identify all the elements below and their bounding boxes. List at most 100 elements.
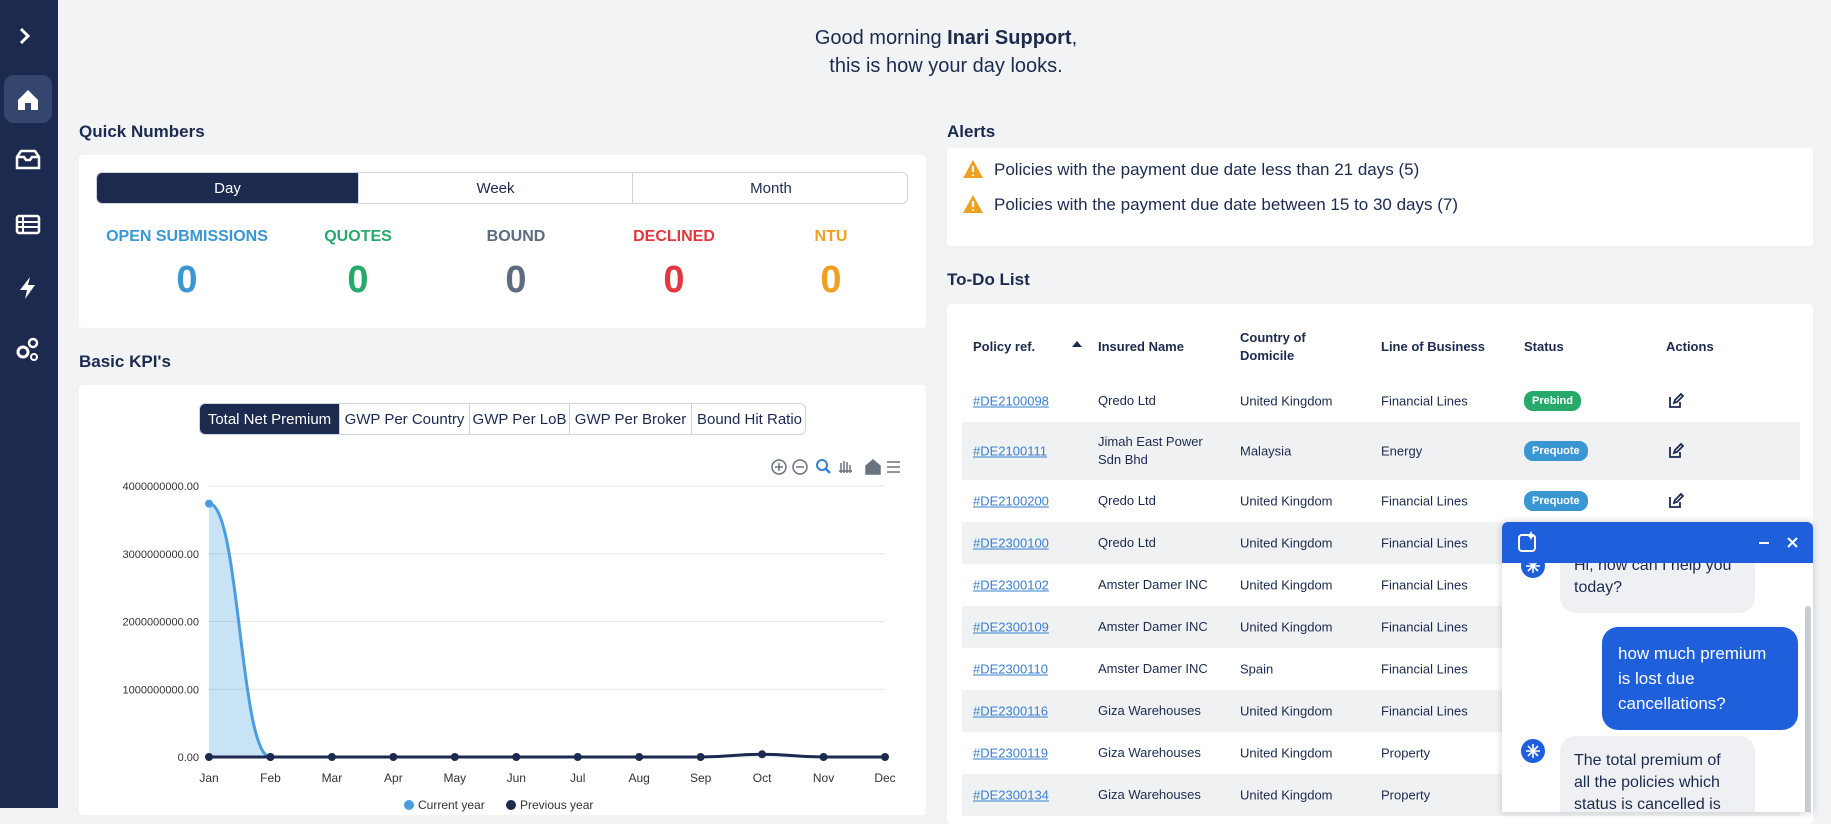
policy-link[interactable]: #DE2300119: [973, 745, 1048, 761]
x-tick-label: Jul: [570, 771, 585, 785]
table-cell: Spain: [1240, 661, 1274, 677]
policy-link[interactable]: #DE2300116: [973, 703, 1048, 719]
column-header: Actions: [1666, 339, 1714, 354]
greeting-prefix: Good morning: [814, 27, 942, 49]
table-cell: United Kingdom: [1240, 703, 1333, 719]
greeting: Good morning Inari Support, this is how …: [58, 24, 1831, 80]
kpi-tab[interactable]: Total Net Premium: [200, 404, 339, 434]
avatar-mark: [1526, 744, 1540, 758]
series-line: [208, 502, 272, 759]
kpi-tab[interactable]: Bound Hit Ratio: [691, 404, 805, 434]
alerts-card: Policies with the payment due date less …: [947, 148, 1813, 246]
stat-label: BOUND: [486, 228, 546, 245]
data-point: [881, 753, 889, 761]
data-point: [205, 753, 213, 761]
section-title: Quick Numbers: [79, 122, 205, 141]
policy-link[interactable]: #DE2300100: [973, 535, 1049, 551]
table-cell: Amster Damer INC: [1098, 619, 1208, 634]
policy-link[interactable]: #DE2100111: [973, 443, 1047, 459]
column-header[interactable]: Policy ref.: [973, 339, 1036, 354]
table-cell: Financial Lines: [1381, 493, 1468, 509]
column-header[interactable]: Status: [1524, 339, 1564, 354]
table-cell: Financial Lines: [1381, 703, 1468, 719]
expand-icon[interactable]: [19, 27, 31, 45]
scrollbar[interactable]: [1805, 606, 1811, 812]
legend-label[interactable]: Previous year: [520, 798, 593, 812]
table-cell: Financial Lines: [1381, 661, 1468, 677]
settings-icon[interactable]: [16, 345, 30, 359]
stat-value: 0: [505, 259, 527, 301]
policy-link[interactable]: #DE2100200: [973, 493, 1049, 509]
column-header[interactable]: Country of Domicile: [1240, 330, 1306, 363]
chat-body: Hi, how can I help you today? how much pr…: [1502, 563, 1813, 812]
x-tick-label: Aug: [629, 771, 650, 785]
greeting-line2: this is how your day looks.: [829, 55, 1063, 77]
edit-button[interactable]: [1668, 393, 1684, 409]
status-badge: Prequote: [1524, 441, 1588, 461]
stat-value: 0: [820, 259, 842, 301]
table-cell: Financial Lines: [1381, 619, 1468, 635]
data-point: [819, 753, 828, 761]
table-cell: United Kingdom: [1240, 577, 1333, 593]
policy-link[interactable]: #DE2100098: [973, 393, 1049, 409]
legend-label[interactable]: Current year: [418, 798, 485, 812]
stat-label: DECLINED: [633, 228, 715, 245]
table-icon[interactable]: [15, 214, 41, 235]
table-cell: United Kingdom: [1240, 745, 1333, 761]
table-cell: United Kingdom: [1240, 493, 1333, 509]
table-cell: Giza Warehouses: [1098, 703, 1201, 718]
sort-arrow[interactable]: [1072, 340, 1082, 348]
policy-link[interactable]: #DE2300110: [973, 661, 1048, 677]
section-title: Alerts: [947, 122, 996, 141]
table-cell: Amster Damer INC: [1098, 577, 1208, 592]
x-tick-label: Feb: [260, 771, 281, 785]
kpi-tab[interactable]: GWP Per LoB: [469, 404, 569, 434]
row-background: [962, 422, 1800, 480]
table-cell: Property: [1381, 745, 1431, 761]
table-cell: United Kingdom: [1240, 393, 1333, 409]
chat-header: [1502, 522, 1813, 563]
bolt-icon[interactable]: [20, 277, 35, 299]
data-point: [758, 750, 767, 759]
column-header[interactable]: Line of Business: [1381, 339, 1486, 354]
status-badge: Prequote: [1524, 491, 1588, 511]
user-message: how much premium is lost due cancellatio…: [1602, 627, 1798, 730]
kpi-tabs: Total Net Premium GWP Per Country GWP Per …: [199, 403, 806, 435]
quick-numbers-card: Day Week Month OPEN SUBMISSIONS 0 QUOTES 0 BOU…: [79, 155, 926, 328]
x-tick-label: Oct: [753, 771, 772, 785]
policy-link[interactable]: #DE2300102: [973, 577, 1049, 593]
close-button[interactable]: [1787, 537, 1798, 548]
chart-toolbar[interactable]: [771, 459, 900, 475]
policy-link[interactable]: #DE2300109: [973, 619, 1049, 635]
kpi-tab[interactable]: GWP Per Country: [339, 404, 469, 434]
bot-message: Hi, how can I help you today?: [1560, 563, 1755, 613]
column-header[interactable]: Insured Name: [1098, 339, 1184, 354]
period-tab[interactable]: Day: [97, 173, 358, 203]
table-cell: United Kingdom: [1240, 535, 1333, 551]
chat-widget: Hi, how can I help you today? how much pr…: [1502, 522, 1813, 812]
data-point: [389, 753, 398, 761]
table-cell: United Kingdom: [1240, 619, 1333, 635]
alert-text: Policies with the payment due date less …: [994, 160, 1420, 179]
inbox-icon[interactable]: [15, 149, 41, 170]
period-tab[interactable]: Month: [632, 173, 907, 203]
stat-label: NTU: [814, 228, 848, 245]
stat-label: QUOTES: [324, 228, 392, 245]
data-point: [327, 753, 336, 761]
period-tab[interactable]: Week: [358, 173, 632, 203]
policy-link[interactable]: #DE2300134: [973, 787, 1049, 803]
edit-button[interactable]: [1668, 493, 1684, 509]
y-tick-label: 4000000000.00: [123, 481, 199, 493]
kpi-tab[interactable]: GWP Per Broker: [569, 404, 691, 434]
stat-label: OPEN SUBMISSIONS: [106, 228, 268, 245]
sidebar: [0, 0, 58, 808]
edit-button[interactable]: [1668, 443, 1684, 459]
section-title: Basic KPI's: [79, 352, 171, 371]
data-point: [512, 753, 521, 761]
edit-icon: [1669, 493, 1684, 508]
table-cell: Malaysia: [1240, 443, 1292, 459]
chart: 0.00 1000000000.00 2000000000.00 3000000000…: [123, 459, 900, 812]
bot-avatar: [1521, 563, 1545, 578]
data-point: [266, 753, 275, 761]
data-point: [205, 499, 213, 508]
